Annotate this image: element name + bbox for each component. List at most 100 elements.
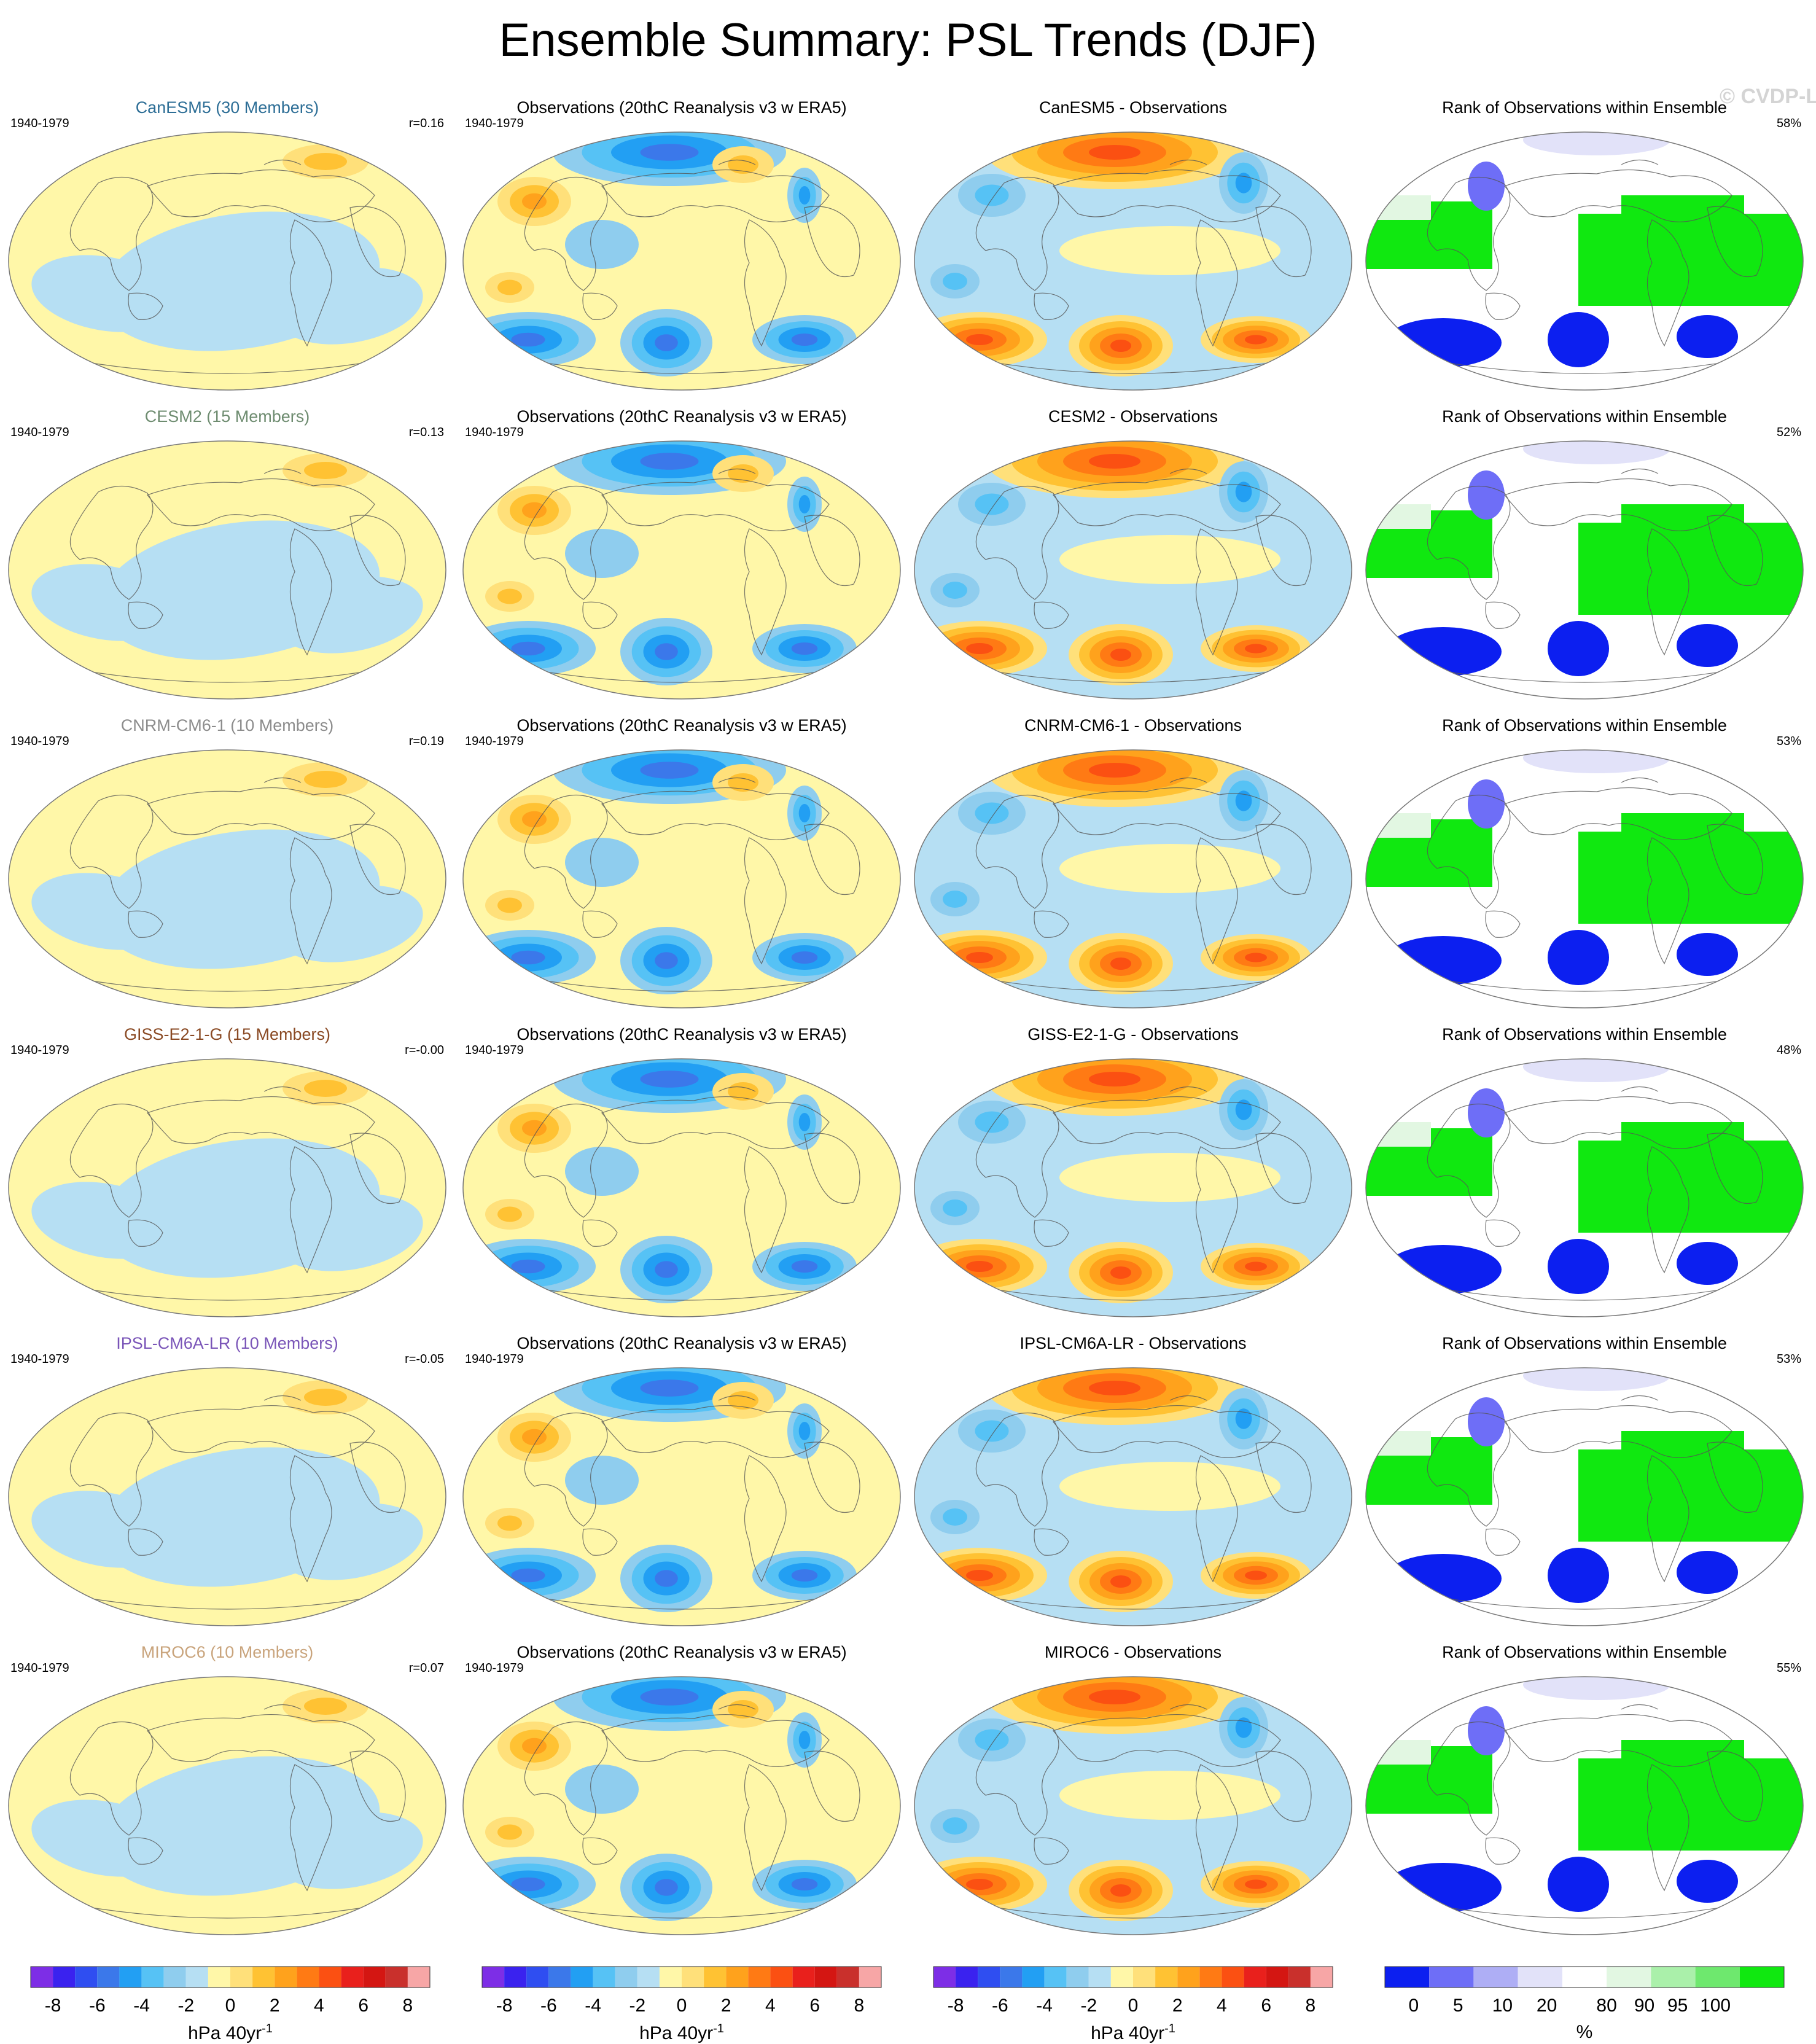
colorbar-swatch: [571, 1967, 593, 1987]
rank-percent: 55%: [1776, 1661, 1801, 1675]
colorbar-tick: 100: [1700, 1995, 1731, 2016]
rank-map: [1365, 1676, 1804, 1935]
panel-title: CNRM-CM6-1 - Observations: [1024, 716, 1242, 735]
colorbar-swatch: [1288, 1967, 1311, 1987]
model-panel: IPSL-CM6A-LR (10 Members) 1940-1979 r=-0.0…: [3, 1322, 451, 1631]
colorbar-tick: 6: [1261, 1995, 1272, 2016]
colorbar-unit: hPa 40yr-1: [188, 2022, 273, 2043]
colorbar-swatch: [208, 1967, 230, 1987]
colorbar-swatch: [1651, 1967, 1696, 1987]
colorbar-swatch: [297, 1967, 319, 1987]
panel-title: GISS-E2-1-G - Observations: [1027, 1025, 1239, 1043]
panel-title: CanESM5 - Observations: [1039, 98, 1228, 117]
model-panel: CNRM-CM6-1 (10 Members) 1940-1979 r=0.19: [3, 704, 451, 1013]
colorbar-tick: -6: [991, 1995, 1008, 2016]
panel-title: Rank of Observations within Ensemble: [1442, 1025, 1727, 1043]
colorbar-swatch: [615, 1967, 637, 1987]
panel-title: CESM2 - Observations: [1048, 407, 1218, 426]
trend-colorbar: -8 -6 -4 -2 0 2 4 6 8 hPa 40yr-1: [6, 1962, 454, 2044]
colorbar-swatch: [185, 1967, 208, 1987]
rank-percent: 53%: [1776, 1352, 1801, 1366]
trend-colorbar: -8 -6 -4 -2 0 2 4 6 8 hPa 40yr-1: [458, 1962, 906, 2044]
colorbar-swatch: [1044, 1967, 1067, 1987]
obs-map: [462, 440, 901, 700]
panel-title: Observations (20thC Reanalysis v3 w ERA5…: [516, 407, 847, 426]
colorbar-swatch: [1518, 1967, 1562, 1987]
colorbar-tick: -2: [629, 1995, 646, 2016]
diff-map: [914, 1676, 1352, 1935]
rank-panel: Rank of Observations within Ensemble 53%: [1360, 704, 1809, 1013]
colorbar-swatch: [836, 1967, 859, 1987]
colorbar-swatch: [1088, 1967, 1111, 1987]
panel-title: MIROC6 (10 Members): [141, 1643, 314, 1661]
obs-map: [462, 1676, 901, 1935]
colorbar-swatch: [341, 1967, 364, 1987]
colorbar-swatch: [1473, 1967, 1518, 1987]
colorbar-unit: hPa 40yr-1: [1091, 2022, 1175, 2043]
obs-panel: Observations (20thC Reanalysis v3 w ERA5…: [458, 1322, 906, 1631]
rank-percent: 52%: [1776, 426, 1801, 439]
colorbar-swatch: [1695, 1967, 1740, 1987]
period-label: 1940-1979: [465, 426, 524, 439]
panel-title: Rank of Observations within Ensemble: [1442, 407, 1727, 426]
colorbar-tick: 95: [1667, 1995, 1688, 2016]
diff-map: [914, 131, 1352, 391]
panel-title: Observations (20thC Reanalysis v3 w ERA5…: [516, 1334, 847, 1352]
panel-title: Rank of Observations within Ensemble: [1442, 1334, 1727, 1352]
obs-panel: Observations (20thC Reanalysis v3 w ERA5…: [458, 1631, 906, 1940]
panel-row: IPSL-CM6A-LR (10 Members) 1940-1979 r=-0.0…: [0, 1322, 1816, 1631]
rank-panel: Rank of Observations within Ensemble 48%: [1360, 1013, 1809, 1322]
colorbar-swatch: [726, 1967, 749, 1987]
pattern-correlation: r=0.07: [408, 1661, 444, 1675]
diff-panel: MIROC6 - Observations: [909, 1631, 1357, 1940]
obs-map: [462, 131, 901, 391]
obs-panel: Observations (20thC Reanalysis v3 w ERA5…: [458, 86, 906, 395]
colorbar-swatch: [252, 1967, 275, 1987]
colorbar-tick: -2: [1080, 1995, 1097, 2016]
model-map: [8, 1676, 446, 1935]
colorbar-tick: -2: [177, 1995, 195, 2016]
colorbar-tick: 2: [269, 1995, 280, 2016]
colorbar-swatch: [504, 1967, 527, 1987]
colorbar-tick: -4: [585, 1995, 601, 2016]
panel-title: Observations (20thC Reanalysis v3 w ERA5…: [516, 716, 847, 735]
obs-map: [462, 749, 901, 1008]
colorbar-tick: 2: [720, 1995, 731, 2016]
colorbar-tick: 4: [765, 1995, 776, 2016]
diff-panel: CanESM5 - Observations: [909, 86, 1357, 395]
colorbar-swatch: [1066, 1967, 1089, 1987]
colorbar-swatch: [163, 1967, 186, 1987]
period-label: 1940-1979: [10, 117, 69, 130]
pattern-correlation: r=0.16: [408, 117, 444, 130]
colorbar-swatch: [526, 1967, 549, 1987]
colorbar-tick: 2: [1172, 1995, 1183, 2016]
panel-title: Observations (20thC Reanalysis v3 w ERA5…: [516, 98, 847, 117]
colorbar-tick: -8: [44, 1995, 61, 2016]
colorbar-tick: 4: [314, 1995, 324, 2016]
colorbar-swatch: [933, 1967, 956, 1987]
colorbar-swatch: [1000, 1967, 1023, 1987]
pattern-correlation: r=0.13: [408, 426, 444, 439]
colorbar-swatch: [548, 1967, 571, 1987]
colorbar-swatch: [770, 1967, 793, 1987]
colorbar-swatch: [141, 1967, 164, 1987]
rank-map: [1365, 131, 1804, 391]
colorbar-tick: 4: [1217, 1995, 1227, 2016]
colorbar-tick: -8: [947, 1995, 964, 2016]
colorbar-swatch: [956, 1967, 978, 1987]
obs-map: [462, 1058, 901, 1317]
colorbar-tick: 0: [225, 1995, 236, 2016]
colorbar-swatch: [1155, 1967, 1178, 1987]
colorbar-tick: -6: [88, 1995, 106, 2016]
panel-title: GISS-E2-1-G (15 Members): [123, 1025, 331, 1043]
rank-panel: Rank of Observations within Ensemble 55%: [1360, 1631, 1809, 1940]
period-label: 1940-1979: [10, 735, 69, 748]
colorbar-swatch: [1429, 1967, 1474, 1987]
colorbar-swatch: [31, 1967, 53, 1987]
diff-panel: CNRM-CM6-1 - Observations: [909, 704, 1357, 1013]
rank-percent: 53%: [1776, 735, 1801, 748]
colorbar-tick: 0: [1128, 1995, 1139, 2016]
colorbar-unit: hPa 40yr-1: [639, 2022, 724, 2043]
colorbar-swatch: [704, 1967, 727, 1987]
period-label: 1940-1979: [10, 426, 69, 439]
